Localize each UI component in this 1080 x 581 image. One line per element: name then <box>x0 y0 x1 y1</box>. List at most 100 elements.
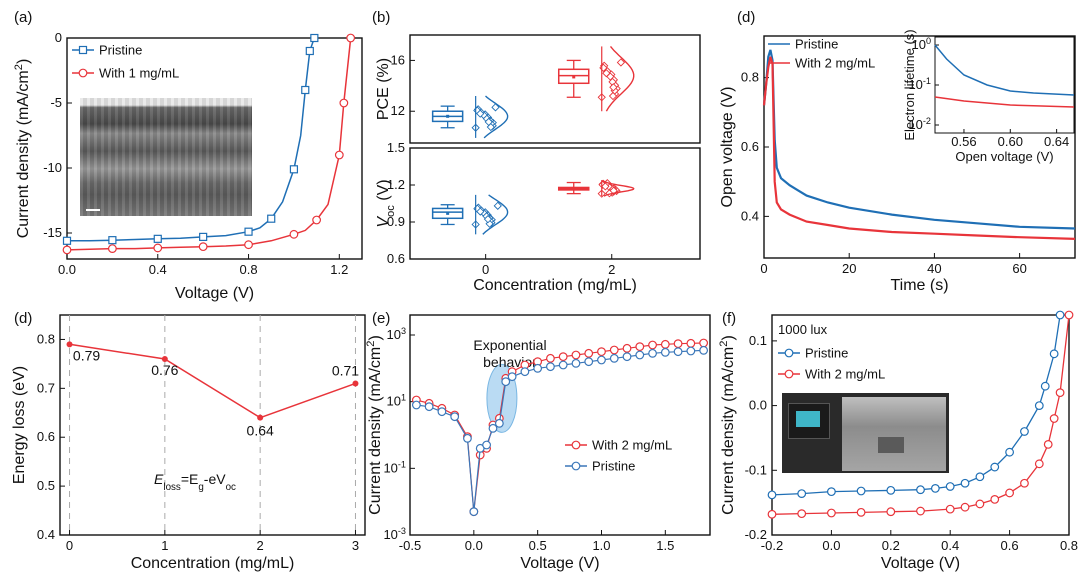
panel-f-series-0-point <box>960 478 970 488</box>
panel-b-top-y-label: 12 <box>391 103 405 118</box>
panel-f-series-0-point <box>1034 401 1044 410</box>
panel-f-series-1-point <box>1043 440 1053 449</box>
panel-d-y-label: 0.8 <box>37 331 55 346</box>
panel-a-series-0-point <box>153 234 162 243</box>
panel-f-series-0-point <box>767 490 777 500</box>
panel-e-series-0-point <box>686 338 696 348</box>
panel-e-series-1-point <box>635 350 645 360</box>
panel-a-series-1-point <box>339 98 349 108</box>
panel-e-ylabel-part: 2 <box>365 341 377 347</box>
panel-f-xlabel: Voltage (V) <box>881 555 960 572</box>
panel-a-legend-1-label: With 1 mg/mL <box>99 66 179 81</box>
panel-a-xlabel: Voltage (V) <box>175 285 254 302</box>
panel-c-inset-y-label-part: -1 <box>923 76 931 86</box>
panel-b-bottom-y-label: 0.9 <box>387 214 405 229</box>
panel-b-top-group-point <box>484 117 493 127</box>
panel-d-y-label: 0.7 <box>37 380 55 395</box>
panel-b-x-label: 2 <box>608 262 615 277</box>
panel-e-series-0-point <box>571 350 581 360</box>
panel-a-series-0-point <box>199 232 208 241</box>
panel-e-annotation-line2: behavior <box>483 354 537 370</box>
panel-f-series-1-point <box>1005 488 1014 498</box>
panel-e-x-label: 1.5 <box>656 538 674 553</box>
sem-cross-section-image <box>80 98 252 216</box>
panel-e-x-label: 0.0 <box>465 538 483 553</box>
panel-c-series-0-line <box>762 49 1076 230</box>
panel-e-series-1-point <box>571 358 581 368</box>
panel-c-inset-xlabel: Open voltage (V) <box>955 149 1053 164</box>
panel-f-series-0-point <box>1055 310 1065 320</box>
panel-e-series-0-point <box>597 347 606 357</box>
panel-c-series-1-line <box>762 56 1076 240</box>
panel-a-y-label: 0 <box>55 30 62 45</box>
panel-b-ylabel-bottom-part: (V) <box>375 179 392 205</box>
panel-c-x-label: 0 <box>760 261 767 276</box>
panel-c-inset-series-0 <box>934 44 1075 96</box>
panel-a-y-label: -15 <box>43 225 62 240</box>
panel-b-bottom-group-dist-curve <box>602 179 635 197</box>
panel-d-xlabel: Concentration (mg/mL) <box>131 555 295 572</box>
panel-d-x-label: 1 <box>161 538 168 553</box>
panel-c-inset-y-label-part: 0 <box>926 36 931 46</box>
panel-d-data-label: 0.79 <box>73 347 100 363</box>
panel-a-series-0-point <box>108 236 117 245</box>
panel-a-series-0-point <box>244 227 253 236</box>
panel-b-ylabel-bottom-part: oc <box>385 205 397 217</box>
panel-a-legend-1-marker <box>78 68 88 78</box>
panel-e-series-1-point <box>546 362 555 372</box>
panel-c-x-label: 20 <box>842 261 856 276</box>
panel-e-legend-1-label: Pristine <box>592 459 635 474</box>
panel-f-series-1-point <box>975 499 985 509</box>
panel-e-series-1-point <box>482 440 491 450</box>
panel-f-x-label: 0.2 <box>882 538 900 553</box>
panel-f-lux-label: 1000 lux <box>778 322 828 337</box>
panel-e-y-label-part: 10 <box>386 327 400 342</box>
panel-a-ylabel-part: (mA/cm <box>15 70 32 125</box>
panel-e-y-label-part: -3 <box>398 526 406 536</box>
panel-a-series-1-point <box>153 243 163 253</box>
panel-f-series-0-point <box>1005 447 1014 457</box>
panel-b-x-label: 0 <box>482 262 489 277</box>
panel-f-x-label: 0.4 <box>941 538 959 553</box>
panel-f-series-1-point <box>1020 478 1029 488</box>
panel-a-label: (a) <box>14 9 32 26</box>
panel-c-inset-ylabel: Electron lifetime (s) <box>902 29 917 140</box>
panel-d-formula-part: oc <box>226 482 236 493</box>
panel-a-ylabel-part: Current density <box>15 125 32 238</box>
panel-e-series-1-point <box>501 377 511 387</box>
panel-e-series-1-point <box>437 407 447 417</box>
panel-f-series-1-point <box>886 507 896 517</box>
panel-a-series-1-point <box>107 244 117 254</box>
panel-f-series-0-point <box>1040 381 1050 391</box>
panel-f-series-0-point <box>975 472 985 482</box>
panel-f-series-1-point <box>945 504 955 514</box>
panel-d-ylabel: Energy loss (eV) <box>11 366 28 484</box>
panel-b-ylabel-bottom-part: V <box>375 216 392 228</box>
panel-b-bottom-group-mean <box>446 211 450 215</box>
panel-f-series-0-point <box>856 486 866 496</box>
panel-c-x-label: 60 <box>1012 261 1026 276</box>
panel-d-y-label: 0.6 <box>37 429 55 444</box>
panel-f-series-0-point <box>886 485 896 495</box>
panel-e-ylabel-part: Current density <box>367 402 384 515</box>
panel-e-series-0-point <box>558 352 568 362</box>
panel-f-x-label: 0.8 <box>1060 538 1078 553</box>
panel-c-inset-x-label: 0.64 <box>1044 134 1069 149</box>
panel-f-series-0-point <box>1049 349 1059 359</box>
panel-a-series-1-point <box>289 229 299 239</box>
panel-e-legend-0-marker <box>571 440 581 450</box>
panel-e-y-label: 10-1 <box>383 459 406 475</box>
panel-e-series-1-point <box>450 412 460 422</box>
panel-e-series-1-point <box>648 348 657 358</box>
measurement-setup-photo <box>782 393 949 473</box>
panel-e-series-0-point <box>660 339 670 349</box>
panel-c-ylabel: Open voltage (V) <box>719 87 736 208</box>
panel-f-series-1-point <box>767 509 777 519</box>
setup-screen <box>796 411 820 427</box>
panel-f-series-0-point <box>990 462 1000 472</box>
panel-e-series-0-point <box>699 338 709 348</box>
panel-b-label: (b) <box>372 9 390 26</box>
panel-e-frame <box>409 314 711 536</box>
panel-b-bottom-group-point <box>483 215 493 224</box>
panel-b-top-group-point <box>491 103 500 112</box>
